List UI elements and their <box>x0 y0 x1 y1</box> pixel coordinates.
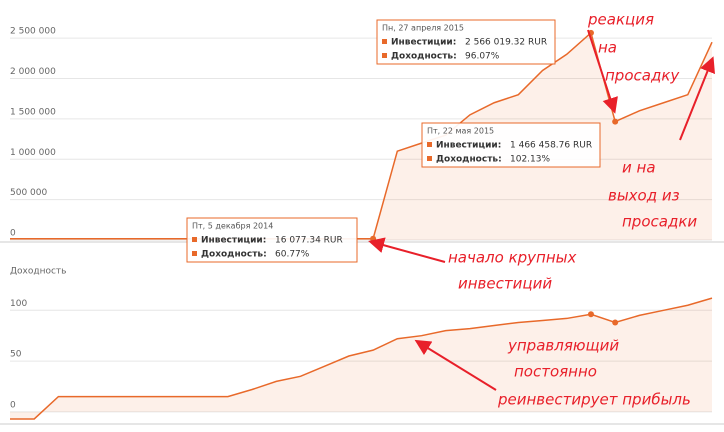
tooltip-box <box>186 217 358 263</box>
tooltip-label: Инвестиции: <box>391 38 456 48</box>
tooltip-swatch <box>382 39 387 44</box>
annotation: просадку <box>605 67 680 85</box>
tooltip-label: Инвестиции: <box>201 236 266 246</box>
annotation: постоянно <box>514 363 597 381</box>
y-tick-label: 100 <box>10 299 27 309</box>
annotation: реакция <box>587 11 654 29</box>
y-tick-label: 1 500 000 <box>10 107 56 117</box>
annotation: начало крупных <box>448 249 577 267</box>
y-tick-label: 50 <box>10 350 22 360</box>
tooltip-date: Пт, 22 мая 2015 <box>427 127 494 136</box>
tooltip: Пт, 22 мая 2015 Инвестиции: 1 466 458.76… <box>421 122 601 168</box>
tooltip-value: 60.77% <box>275 250 310 260</box>
tooltip-label: Доходность: <box>391 52 457 62</box>
annotation: управляющий <box>507 337 619 355</box>
chart-title: Доходность <box>10 267 66 277</box>
tooltip-value: 2 566 019.32 RUR <box>465 38 547 48</box>
arrow <box>679 56 715 141</box>
arrow <box>414 339 497 391</box>
annotation: и на <box>622 159 656 177</box>
charts: 0 500 000 1 000 000 1 500 000 2 000 000 2 500… <box>0 27 724 425</box>
tooltip: Пт, 5 декабря 2014 Инвестиции: 16 077.34… <box>186 217 358 263</box>
tooltip-label: Доходность: <box>436 155 502 165</box>
arrow <box>368 237 446 263</box>
tooltip-swatch <box>192 251 197 256</box>
annotation: инвестиций <box>458 275 552 293</box>
tooltip-box <box>376 19 556 65</box>
tooltip: Пн, 27 апреля 2015 Инвестиции: 2 566 019… <box>376 19 556 65</box>
y-tick-label: 500 000 <box>10 188 47 198</box>
y-tick-label: 0 <box>10 400 16 410</box>
tooltip-value: 102.13% <box>510 155 550 165</box>
line <box>10 297 713 420</box>
point-marker <box>370 235 377 242</box>
area-fill <box>10 32 712 240</box>
y-tick-label: 2 000 000 <box>10 67 56 77</box>
annotation: на <box>598 39 617 57</box>
y-tick-label: 1 000 000 <box>10 148 56 158</box>
point-marker <box>587 311 594 318</box>
tooltip-swatch <box>192 237 197 242</box>
tooltip-box <box>421 122 601 168</box>
tooltip-swatch <box>382 53 387 58</box>
annotation: реинвестирует прибыль <box>497 391 691 409</box>
annotation: просадки <box>622 213 697 231</box>
tooltip-label: Доходность: <box>201 250 267 260</box>
tooltip-value: 96.07% <box>465 52 500 62</box>
tooltip-swatch <box>427 156 432 161</box>
area-fill <box>10 298 712 419</box>
line <box>10 31 713 240</box>
tooltip-date: Пн, 27 апреля 2015 <box>382 24 464 33</box>
tooltip-value: 1 466 458.76 RUR <box>510 141 592 151</box>
tooltip-date: Пт, 5 декабря 2014 <box>192 222 273 231</box>
point-marker <box>612 118 619 125</box>
y-tick-label: 0 <box>10 229 16 239</box>
tooltip-swatch <box>427 142 432 147</box>
arrow <box>587 29 618 114</box>
tooltip-label: Инвестиции: <box>436 141 501 151</box>
y-tick-label: 2 500 000 <box>10 27 56 37</box>
annotation: выход из <box>608 187 680 205</box>
point-marker <box>612 319 619 326</box>
tooltip-value: 16 077.34 RUR <box>275 236 343 246</box>
